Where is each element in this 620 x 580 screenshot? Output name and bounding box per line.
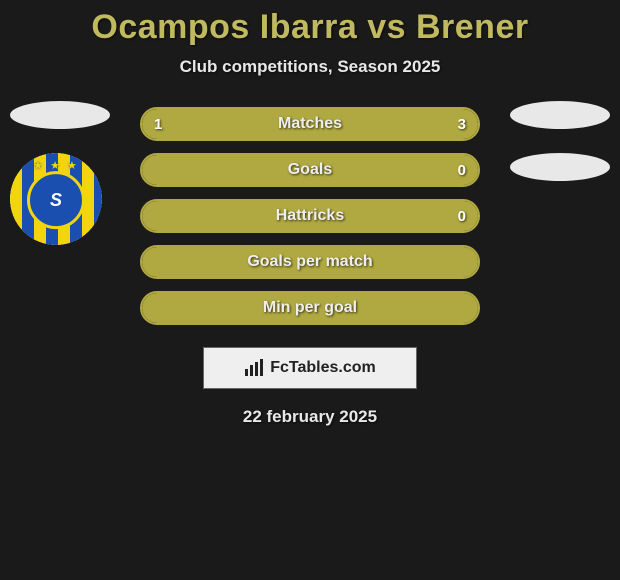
club-logo-left: ★ ★ ★ S (10, 153, 102, 245)
player-badge-left (10, 101, 110, 129)
stat-value-right: 0 (458, 155, 466, 185)
subtitle: Club competitions, Season 2025 (0, 57, 620, 77)
stat-value-right: 0 (458, 201, 466, 231)
stat-label: Min per goal (142, 293, 478, 323)
stat-row: Goals0 (140, 153, 480, 187)
stat-bars: Matches13Goals0Hattricks0Goals per match… (140, 107, 480, 337)
stat-value-left: 1 (154, 109, 162, 139)
comparison-panel: ★ ★ ★ S Matches13Goals0Hattricks0Goals p… (0, 107, 620, 337)
stat-row: Min per goal (140, 291, 480, 325)
stat-label: Goals per match (142, 247, 478, 277)
brand-box: FcTables.com (203, 347, 417, 389)
page-title: Ocampos Ibarra vs Brener (0, 0, 620, 47)
chart-icon (244, 359, 264, 377)
stat-label: Hattricks (142, 201, 478, 231)
player-badge-right-2 (510, 153, 610, 181)
stat-row: Matches1 3 (140, 107, 480, 141)
stat-value-right: 3 (458, 109, 466, 139)
player-badge-right-1 (510, 101, 610, 129)
brand-text: FcTables.com (270, 359, 376, 377)
left-player-badges: ★ ★ ★ S (10, 101, 110, 245)
right-player-badges (510, 101, 610, 205)
stat-label: Matches (142, 109, 478, 139)
stat-label: Goals (142, 155, 478, 185)
stat-row: Goals per match (140, 245, 480, 279)
date-text: 22 february 2025 (0, 407, 620, 427)
stat-row: Hattricks0 (140, 199, 480, 233)
